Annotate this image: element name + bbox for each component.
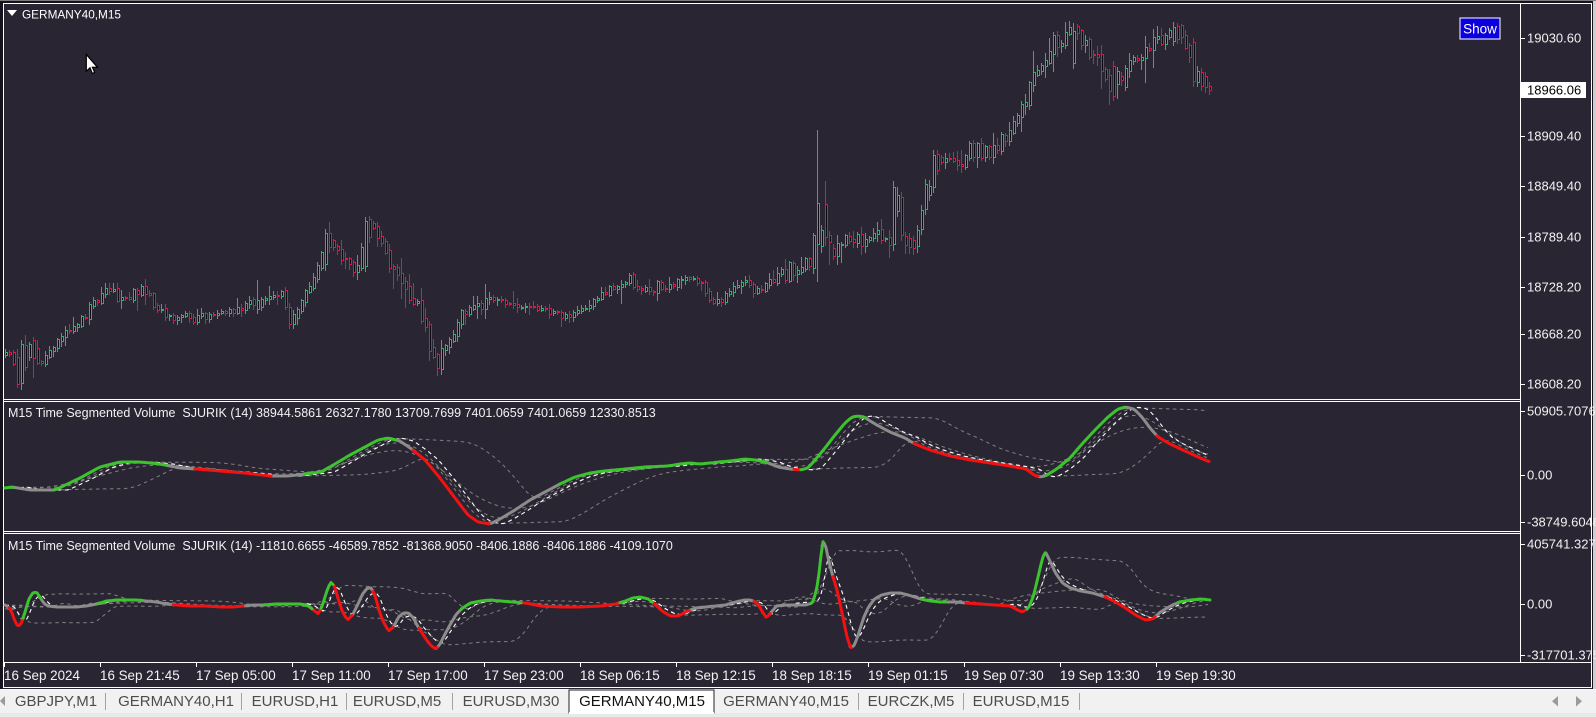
svg-text:GERMANY40,H1: GERMANY40,H1 [118,693,234,710]
svg-text:EURUSD,M5: EURUSD,M5 [353,693,441,710]
svg-text:-38749.6046: -38749.6046 [1527,515,1596,530]
svg-text:M15 Time Segmented Volume SJU: M15 Time Segmented Volume SJURIK (14) 38… [8,406,656,420]
svg-text:EURUSD,H1: EURUSD,H1 [252,693,339,710]
svg-text:19 Sep 07:30: 19 Sep 07:30 [964,668,1044,683]
svg-text:18 Sep 12:15: 18 Sep 12:15 [676,668,756,683]
svg-text:19030.60: 19030.60 [1527,31,1581,46]
svg-text:0.00: 0.00 [1527,597,1552,612]
svg-text:EURUSD,M30: EURUSD,M30 [463,693,560,710]
svg-text:17 Sep 05:00: 17 Sep 05:00 [196,668,276,683]
svg-text:GBPJPY,M1: GBPJPY,M1 [15,693,97,710]
svg-text:16 Sep 2024: 16 Sep 2024 [4,668,81,683]
svg-text:GERMANY40,M15: GERMANY40,M15 [723,693,849,710]
svg-text:GERMANY40,M15: GERMANY40,M15 [22,8,121,22]
svg-text:18 Sep 18:15: 18 Sep 18:15 [772,668,852,683]
svg-text:19 Sep 19:30: 19 Sep 19:30 [1156,668,1236,683]
svg-text:17 Sep 11:00: 17 Sep 11:00 [292,668,371,683]
svg-text:Show: Show [1463,22,1497,37]
svg-text:18 Sep 06:15: 18 Sep 06:15 [580,668,660,683]
svg-text:GERMANY40,M15: GERMANY40,M15 [579,693,705,710]
svg-text:18668.20: 18668.20 [1527,327,1581,342]
svg-text:-317701.375: -317701.375 [1527,648,1596,663]
svg-text:19 Sep 13:30: 19 Sep 13:30 [1060,668,1140,683]
svg-text:18909.40: 18909.40 [1527,129,1581,144]
svg-text:EURUSD,M15: EURUSD,M15 [973,693,1070,710]
svg-text:50905.7076: 50905.7076 [1527,404,1596,419]
svg-text:EURCZK,M5: EURCZK,M5 [868,693,955,710]
svg-text:18728.20: 18728.20 [1527,280,1581,295]
svg-text:17 Sep 17:00: 17 Sep 17:00 [388,668,468,683]
svg-text:18849.40: 18849.40 [1527,179,1581,194]
svg-text:0.00: 0.00 [1527,468,1552,483]
svg-text:19 Sep 01:15: 19 Sep 01:15 [868,668,948,683]
svg-text:16 Sep 21:45: 16 Sep 21:45 [100,668,180,683]
svg-text:M15 Time Segmented Volume SJU: M15 Time Segmented Volume SJURIK (14) -1… [8,539,673,553]
svg-text:18966.06: 18966.06 [1527,83,1581,98]
svg-text:18789.40: 18789.40 [1527,230,1581,245]
svg-text:18608.20: 18608.20 [1527,377,1581,392]
svg-text:405741.327: 405741.327 [1527,537,1596,552]
svg-text:17 Sep 23:00: 17 Sep 23:00 [484,668,564,683]
